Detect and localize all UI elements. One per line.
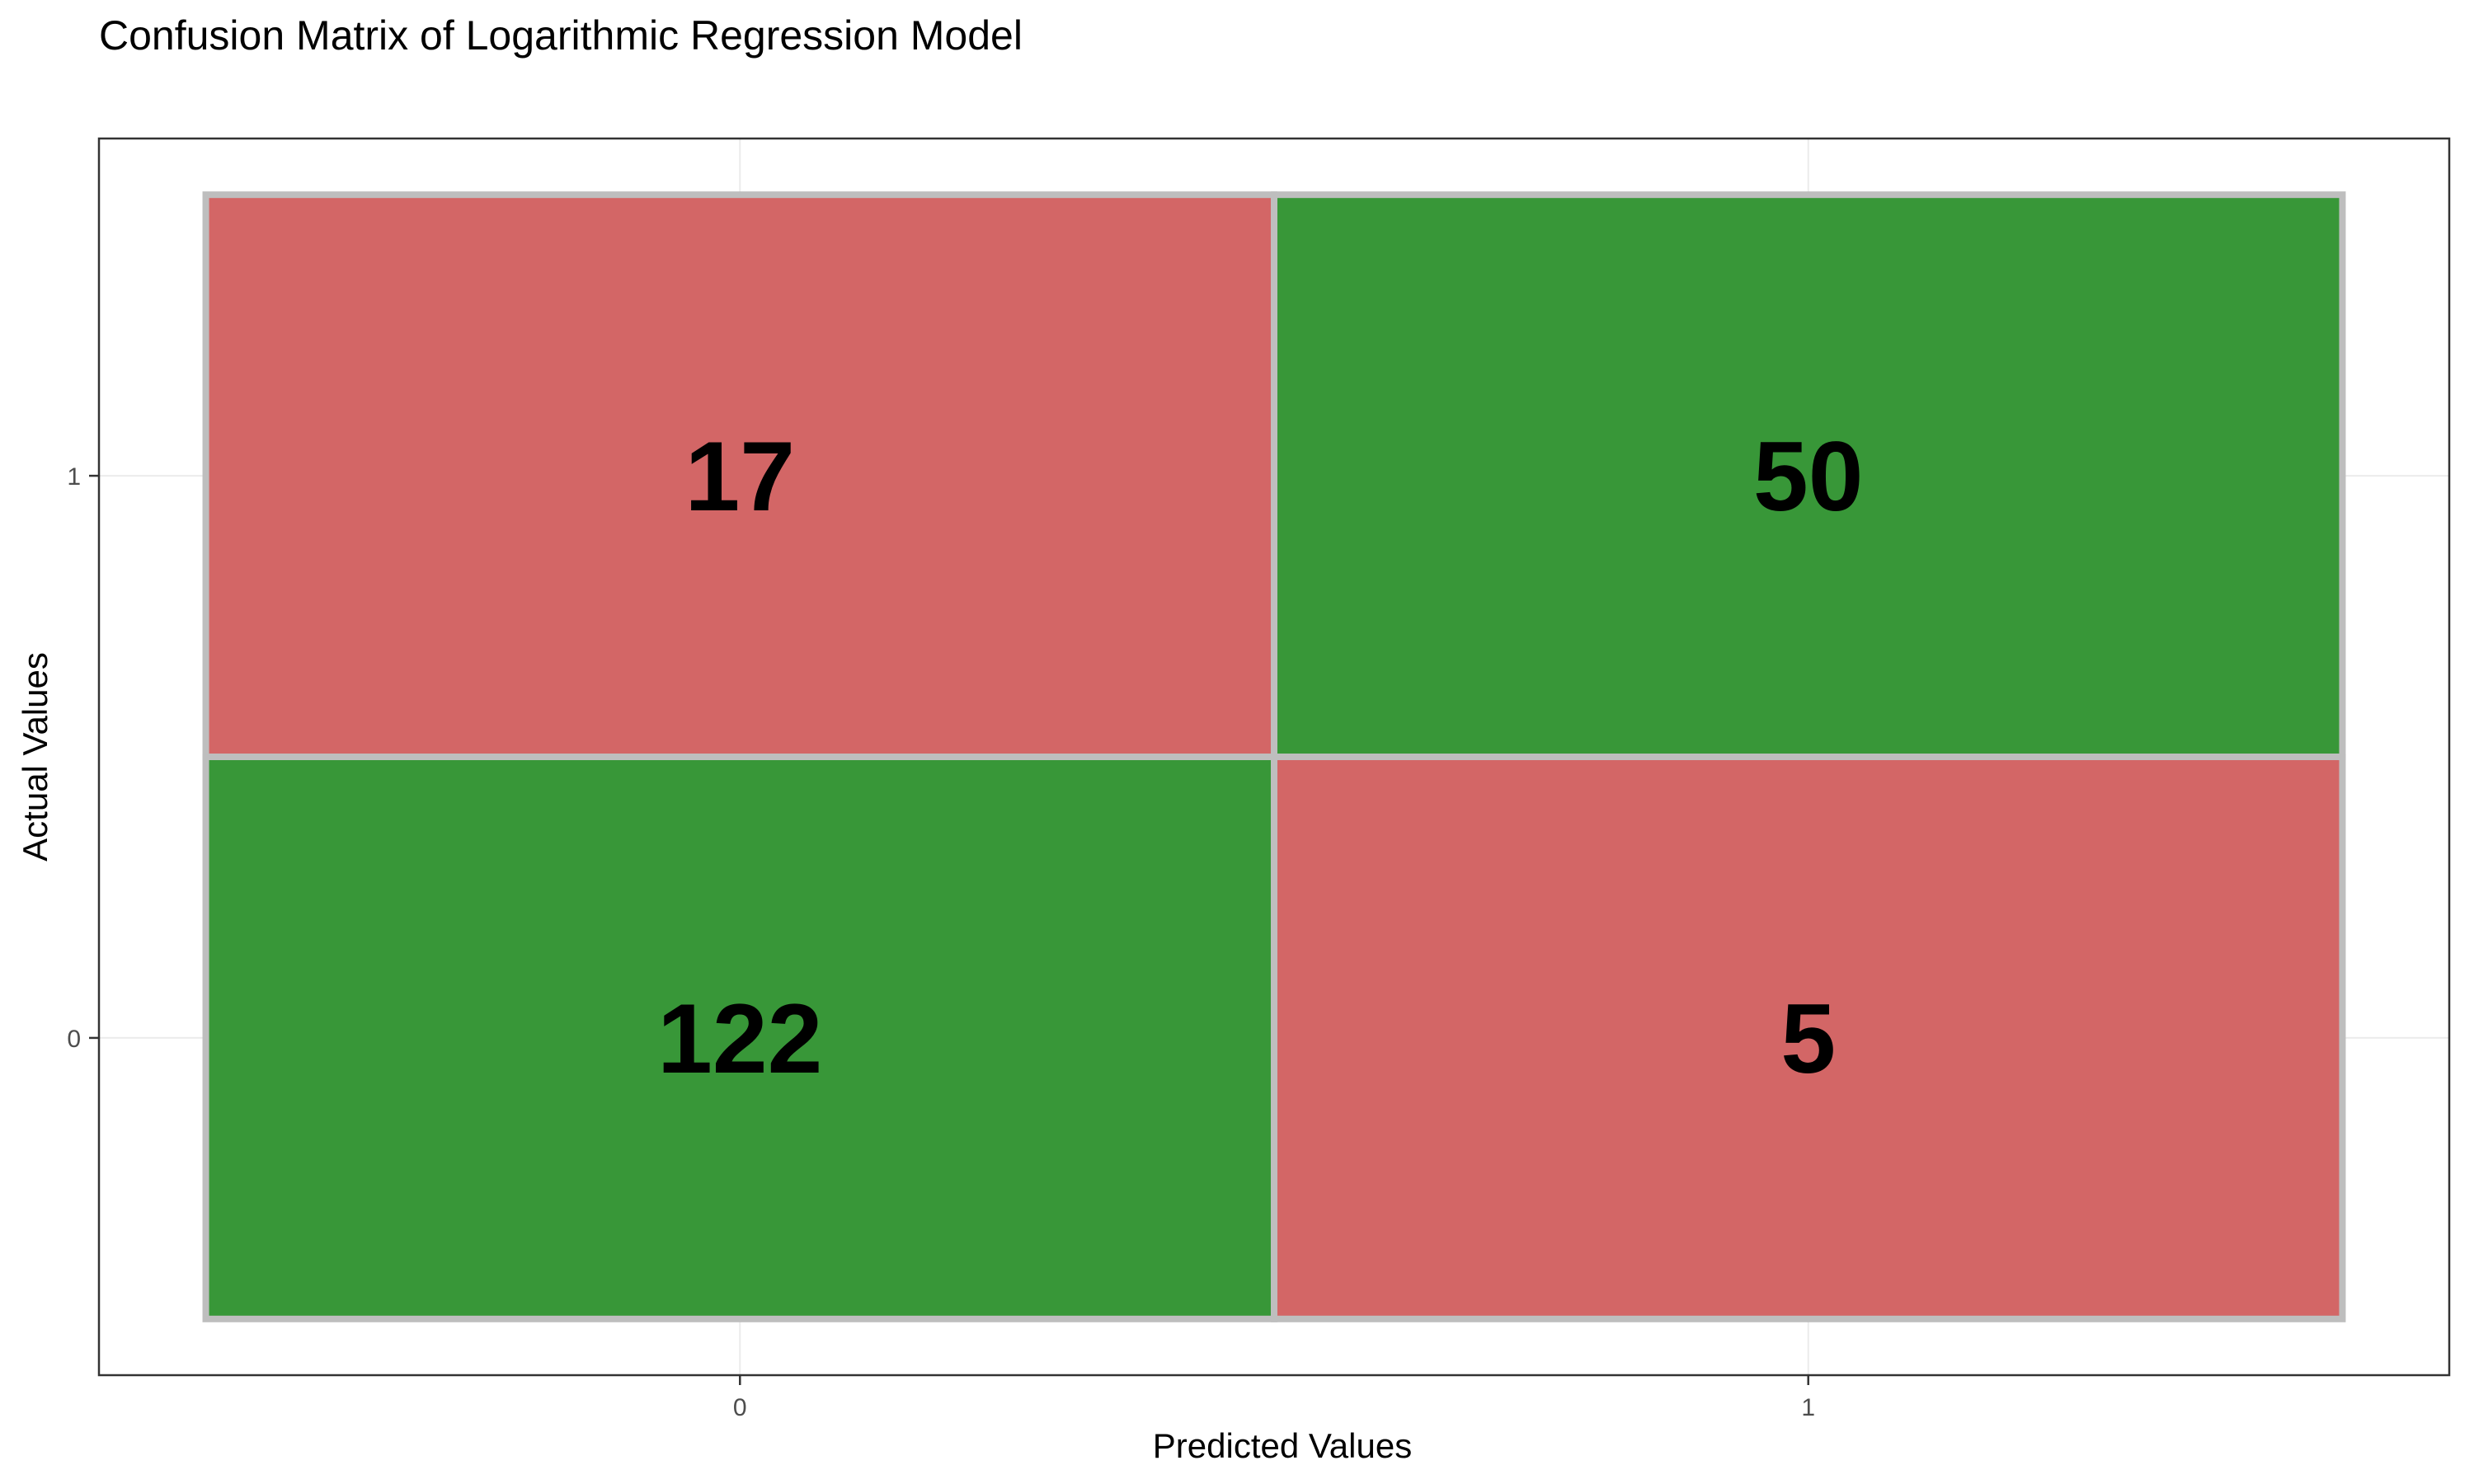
matrix-cell-pred-0-actual-0 [202, 754, 1278, 1322]
axis-ticks: 0 1 0 1 [67, 463, 1815, 1421]
matrix-cell-pred-0-actual-1 [202, 191, 1278, 760]
matrix-cell-pred-1-actual-0 [1271, 754, 2346, 1322]
cell-value-pred-0-actual-1: 17 [685, 421, 795, 532]
chart-title: Confusion Matrix of Logarithmic Regressi… [99, 12, 1023, 59]
matrix-cells [202, 191, 2346, 1322]
y-axis-label: Actual Values [16, 652, 54, 862]
cell-value-pred-1-actual-1: 50 [1753, 421, 1863, 532]
y-tick-label-1: 1 [67, 463, 81, 491]
y-tick-label-0: 0 [67, 1026, 81, 1053]
cell-value-labels: 17 50 122 5 [657, 421, 1863, 1094]
panel-border [97, 137, 2451, 1377]
x-tick-label-0: 0 [733, 1394, 747, 1421]
x-axis-label: Predicted Values [1153, 1426, 1412, 1465]
cell-value-pred-0-actual-0: 122 [657, 984, 822, 1094]
cell-value-pred-1-actual-0: 5 [1780, 984, 1836, 1094]
x-tick-label-1: 1 [1801, 1394, 1815, 1421]
